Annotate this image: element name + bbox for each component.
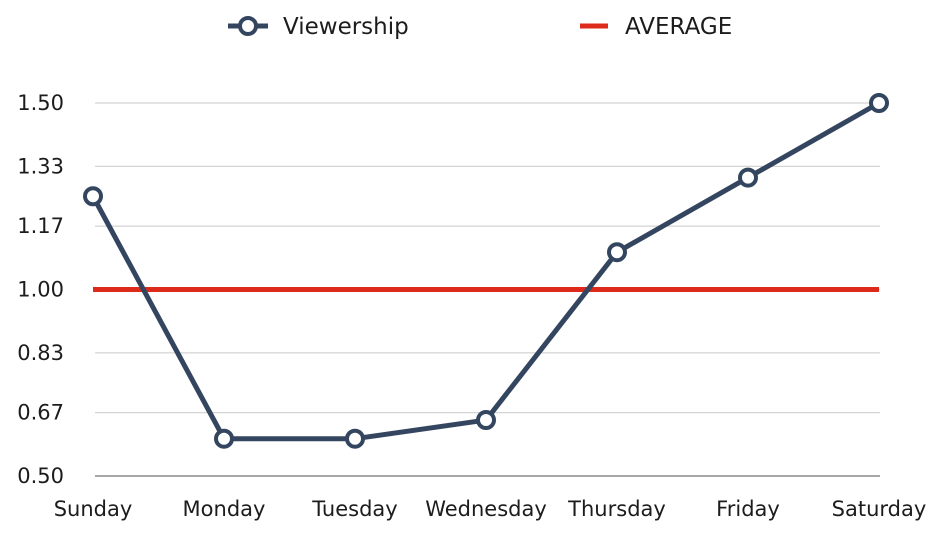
- y-axis-ticks: 0.50 0.67 0.83 1.00 1.17 1.33 1.50: [17, 91, 64, 488]
- x-tick-label: Friday: [716, 497, 780, 521]
- legend: Viewership AVERAGE: [228, 14, 732, 40]
- y-tick-label: 0.50: [17, 464, 64, 488]
- legend-marker-viewership: [238, 16, 258, 36]
- legend-label-viewership: Viewership: [283, 14, 409, 40]
- data-point: [83, 186, 103, 207]
- data-point: [476, 410, 496, 431]
- data-point: [738, 167, 758, 188]
- series-line-viewership: [90, 100, 882, 442]
- data-point: [214, 428, 234, 449]
- x-tick-label: Thursday: [567, 497, 666, 521]
- y-tick-label: 1.00: [17, 278, 64, 302]
- legend-label-average: AVERAGE: [625, 14, 732, 40]
- x-tick-label: Saturday: [832, 497, 927, 521]
- y-tick-label: 1.17: [17, 214, 64, 238]
- y-tick-label: 1.50: [17, 91, 64, 115]
- data-point: [345, 428, 365, 449]
- x-tick-label: Wednesday: [425, 497, 547, 521]
- y-tick-label: 0.67: [17, 401, 64, 425]
- y-tick-label: 0.83: [17, 341, 64, 365]
- data-point: [869, 93, 889, 113]
- x-tick-label: Tuesday: [311, 497, 397, 521]
- series: [83, 93, 889, 449]
- x-tick-label: Monday: [183, 497, 266, 521]
- x-axis-ticks: Sunday Monday Tuesday Wednesday Thursday Frid…: [54, 497, 927, 521]
- x-tick-label: Sunday: [54, 497, 133, 521]
- y-tick-label: 1.33: [17, 154, 64, 178]
- data-point: [607, 242, 627, 263]
